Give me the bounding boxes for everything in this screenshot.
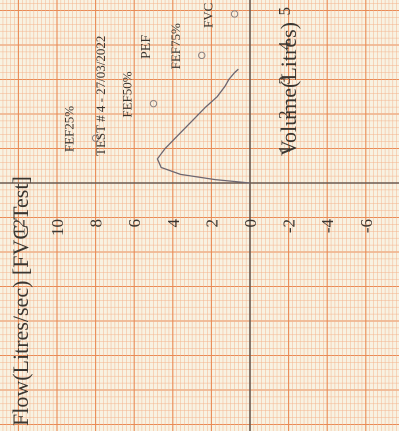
chart-title: Flow(Litres/sec) [FVC Test] (8, 176, 33, 426)
test-label: TEST # 4 - 27/03/2022 (93, 36, 108, 156)
x-tick-label: 3 (275, 76, 294, 85)
y-tick-label: 10 (48, 219, 67, 236)
marker-point (149, 99, 158, 108)
x-tick-label: 4 (275, 41, 294, 50)
marker-label: FEF75% (168, 23, 183, 69)
chart-texts: Flow(Litres/sec) [FVC Test] TEST # 4 - 2… (8, 22, 301, 426)
x-tick-label: 5 (275, 7, 294, 16)
y-tick-label: 4 (164, 219, 183, 228)
marker-point (91, 134, 100, 142)
y-tick-label: -2 (280, 219, 299, 233)
pef-annotation: PEF (139, 35, 154, 59)
marker-point (230, 10, 239, 18)
x-tick-label: 1 (275, 145, 294, 154)
y-tick-label: 12 (9, 219, 28, 236)
x-tick-label: 2 (275, 111, 294, 120)
y-tick-label: -6 (357, 219, 376, 233)
x-axis-label: Volume(Litres) (276, 22, 301, 156)
y-tick-label: 8 (87, 219, 106, 228)
marker-label: FVC (201, 3, 216, 28)
flow-volume-curve (156, 68, 251, 184)
y-tick-label: 0 (241, 219, 260, 228)
marker-label: FEF50% (120, 71, 135, 117)
marker-label: FEF25% (62, 106, 77, 152)
y-tick-label: -4 (318, 219, 337, 234)
y-tick-label: 2 (202, 219, 221, 228)
y-tick-label: 6 (125, 219, 144, 228)
y-tick-label: -8 (395, 219, 399, 233)
series-line (156, 68, 251, 184)
markers: FEF25% FEF50% FEF75% FVC (62, 3, 239, 152)
marker-point (198, 51, 206, 60)
